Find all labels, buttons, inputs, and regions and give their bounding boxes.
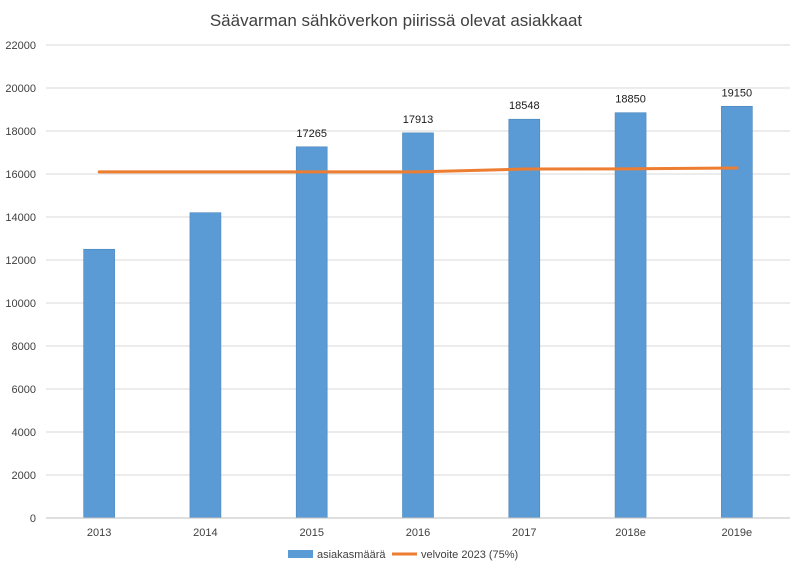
y-tick-label: 16000 <box>5 169 36 181</box>
bar-data-label: 18850 <box>615 94 646 106</box>
x-tick-label: 2017 <box>512 527 536 539</box>
line-series-path <box>97 166 739 174</box>
y-tick-label: 0 <box>30 513 36 525</box>
bar-data-labels: 17265 17913 18548 18850 19150 <box>296 87 752 140</box>
y-tick-label: 22000 <box>5 40 36 52</box>
bar <box>83 248 115 519</box>
bar <box>508 118 541 519</box>
y-tick-label: 10000 <box>5 298 36 310</box>
x-tick-label: 2015 <box>299 527 323 539</box>
x-tick-label: 2014 <box>193 527 217 539</box>
bar <box>402 132 434 519</box>
x-tick-label: 2019e <box>722 527 753 539</box>
y-tick-label: 20000 <box>5 83 36 95</box>
bar <box>295 146 328 519</box>
legend-item: asiakasmäärä <box>288 549 386 561</box>
legend-label: asiakasmäärä <box>317 549 386 561</box>
chart-title: Säävarman sähköverkon piirissä olevat as… <box>210 11 583 30</box>
bar-data-label: 19150 <box>722 87 753 99</box>
bar <box>189 212 222 519</box>
bar <box>721 105 753 519</box>
x-axis-tick-labels: 2013 2014 2015 2016 2017 2018e 2019e <box>87 527 752 539</box>
bar-data-label: 17265 <box>296 128 327 140</box>
y-tick-label: 4000 <box>12 427 36 439</box>
y-tick-label: 2000 <box>12 470 36 482</box>
x-tick-label: 2018e <box>615 527 646 539</box>
legend-label: velvoite 2023 (75%) <box>421 549 518 561</box>
bar <box>614 112 647 519</box>
legend-bar-swatch <box>288 550 313 558</box>
y-tick-label: 8000 <box>12 341 36 353</box>
y-axis-tick-labels: 0 2000 4000 6000 8000 10000 12000 14000 16000 180… <box>5 40 36 525</box>
x-tick-label: 2013 <box>87 527 111 539</box>
y-tick-label: 18000 <box>5 126 36 138</box>
x-tick-label: 2016 <box>406 527 430 539</box>
bar-data-label: 17913 <box>403 114 434 126</box>
line-series <box>97 166 739 174</box>
y-tick-label: 12000 <box>5 255 36 267</box>
y-tick-label: 14000 <box>5 212 36 224</box>
legend: asiakasmäärä velvoite 2023 (75%) <box>288 549 518 561</box>
y-tick-label: 6000 <box>12 384 36 396</box>
legend-item: velvoite 2023 (75%) <box>392 549 518 561</box>
bar-series <box>83 105 753 519</box>
bar-data-label: 18548 <box>509 100 540 112</box>
